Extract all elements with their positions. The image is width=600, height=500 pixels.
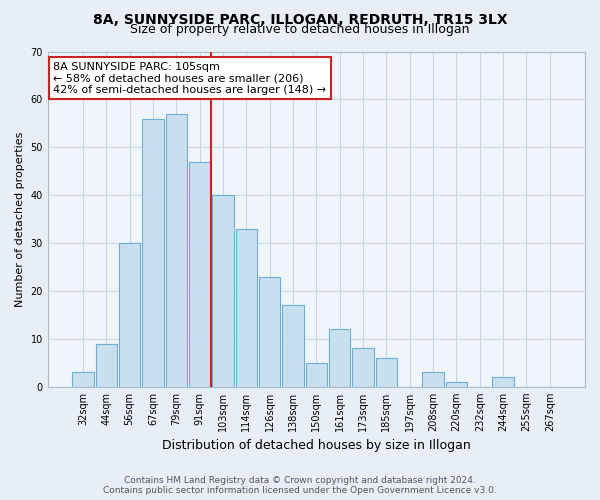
Bar	[283, 306, 304, 387]
Bar	[95, 344, 117, 387]
Y-axis label: Number of detached properties: Number of detached properties	[15, 132, 25, 307]
Bar	[259, 276, 280, 387]
Text: 8A, SUNNYSIDE PARC, ILLOGAN, REDRUTH, TR15 3LX: 8A, SUNNYSIDE PARC, ILLOGAN, REDRUTH, TR…	[92, 12, 508, 26]
Bar	[119, 243, 140, 387]
Bar	[305, 363, 327, 387]
Bar	[352, 348, 374, 387]
X-axis label: Distribution of detached houses by size in Illogan: Distribution of detached houses by size …	[162, 440, 471, 452]
Bar	[422, 372, 444, 387]
Text: Size of property relative to detached houses in Illogan: Size of property relative to detached ho…	[130, 22, 470, 36]
Text: Contains HM Land Registry data © Crown copyright and database right 2024.
Contai: Contains HM Land Registry data © Crown c…	[103, 476, 497, 495]
Bar	[236, 228, 257, 387]
Bar	[189, 162, 211, 387]
Text: 8A SUNNYSIDE PARC: 105sqm
← 58% of detached houses are smaller (206)
42% of semi: 8A SUNNYSIDE PARC: 105sqm ← 58% of detac…	[53, 62, 326, 95]
Bar	[142, 118, 164, 387]
Bar	[212, 195, 234, 387]
Bar	[446, 382, 467, 387]
Bar	[72, 372, 94, 387]
Bar	[493, 377, 514, 387]
Bar	[329, 330, 350, 387]
Bar	[166, 114, 187, 387]
Bar	[376, 358, 397, 387]
